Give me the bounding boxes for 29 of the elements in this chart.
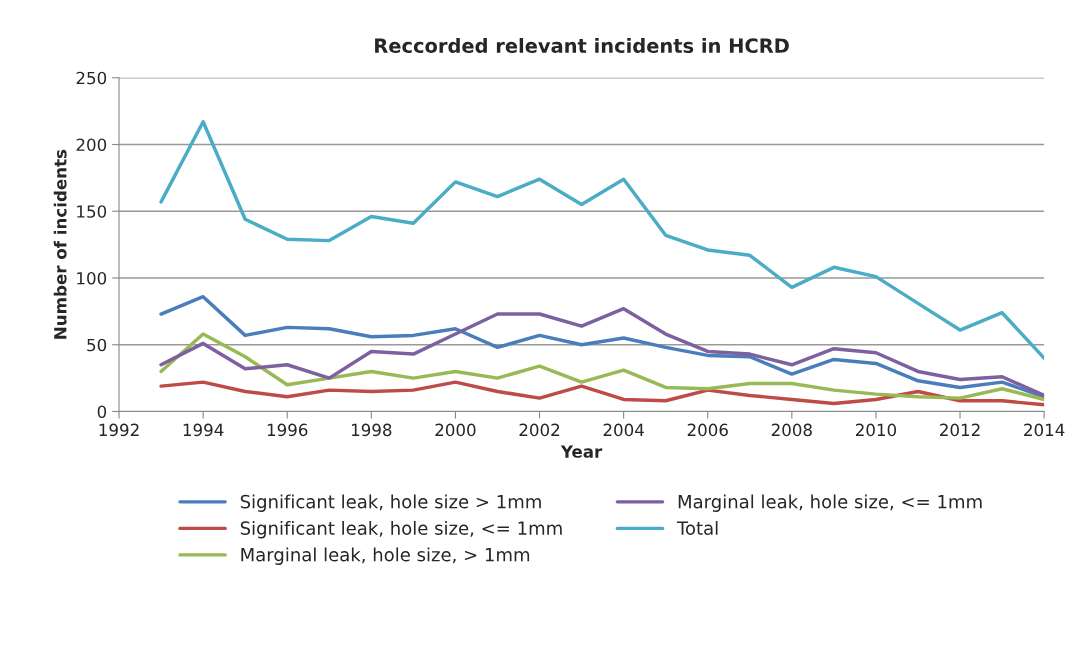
x-axis-title: Year	[560, 445, 603, 458]
x-tick-label: 1998	[351, 423, 392, 437]
y-tick-label: 100	[77, 271, 107, 285]
chart-title: Reccorded relevant incidents in HCRD	[375, 37, 789, 54]
legend-label: Significant leak, hole size > 1mm	[240, 494, 541, 512]
legend-label: Marginal leak, hole size, <= 1mm	[678, 494, 982, 512]
x-tick-label: 2010	[855, 423, 897, 437]
x-tick-label: 2000	[435, 423, 476, 437]
y-tick-label: 150	[77, 205, 107, 218]
y-tick-label: 50	[87, 338, 107, 352]
x-tick-label: 2002	[519, 423, 560, 437]
x-tick-label: 2008	[771, 423, 812, 437]
x-tick-label: 1994	[183, 423, 224, 437]
line-series	[159, 332, 1045, 402]
y-tick-label: 0	[97, 405, 107, 419]
legend-label: Total	[676, 520, 718, 535]
legend-label: Marginal leak, hole size, > 1mm	[241, 547, 530, 565]
y-tick-label: 200	[76, 138, 107, 152]
x-tick-label: 2014	[1024, 423, 1065, 437]
line-series	[159, 120, 1045, 360]
line-series	[159, 380, 1045, 407]
x-tick-label: 2012	[940, 423, 980, 437]
y-tick-label: 250	[76, 71, 107, 85]
x-tick-label: 2004	[603, 423, 644, 437]
y-axis-title: Number of incidents	[53, 149, 67, 339]
x-tick-label: 2006	[687, 423, 728, 437]
x-tick-label: 1996	[267, 423, 308, 437]
x-tick-label: 1992	[99, 423, 139, 437]
legend-label: Significant leak, hole size, <= 1mm	[240, 520, 562, 539]
